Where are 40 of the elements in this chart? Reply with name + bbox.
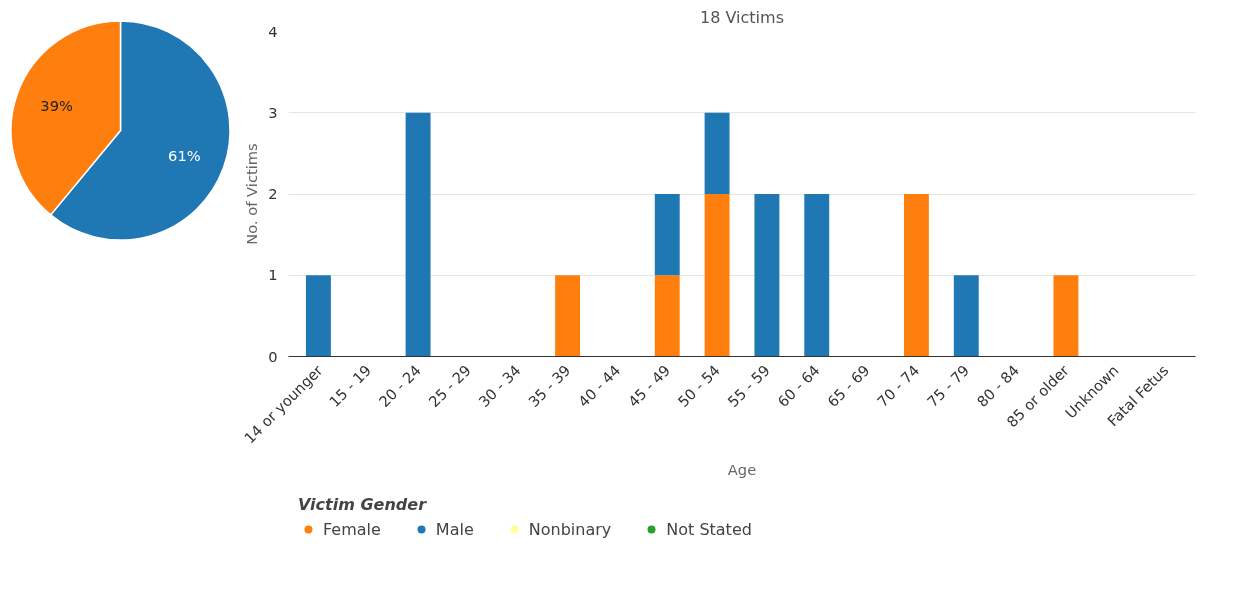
x-tick-label: 35 - 39 [524,361,574,411]
bar [704,194,730,357]
bar [405,112,431,357]
legend-label: Male [435,519,474,539]
chart-title: 18 Victims [700,7,784,27]
x-tick-label: 30 - 34 [475,361,524,411]
y-tick-label: 2 [268,185,278,202]
x-tick-label: 75 - 79 [923,361,973,411]
legend-label: Not Stated [666,519,752,539]
bar [654,275,680,357]
x-tick-label: 25 - 29 [425,361,474,411]
bar [754,194,780,357]
y-tick-label: 4 [268,22,278,40]
y-tick-label: 0 [268,347,278,365]
x-tick-label: 55 - 59 [724,361,773,411]
x-tick-label: 45 - 49 [624,361,674,411]
bar [704,112,730,194]
data-label: 61% [168,147,201,164]
bar [804,194,830,357]
bar [1053,275,1079,357]
y-tick-label: 3 [268,103,278,121]
x-tick-label: 40 - 44 [574,361,624,411]
bar [903,194,929,357]
y-tick-label: 1 [268,266,278,284]
legend-title: Victim Gender [298,495,428,514]
bar [654,194,680,276]
data-label: 39% [40,97,73,114]
x-tick-label: 60 - 64 [774,361,823,411]
bar [555,275,581,357]
x-tick-label: 70 - 74 [873,361,923,411]
y-axis-title: No. of Victims [243,143,261,245]
legend-label: Female [323,519,381,539]
x-tick-label: 20 - 24 [375,361,425,411]
x-tick-label: 50 - 54 [674,361,724,411]
x-tick-label: 15 - 19 [325,361,375,411]
x-tick-label: 65 - 69 [823,361,873,411]
legend-label: Nonbinary [528,519,612,539]
bar [953,275,979,357]
x-axis-title: Age [727,460,757,478]
bar [305,275,331,357]
